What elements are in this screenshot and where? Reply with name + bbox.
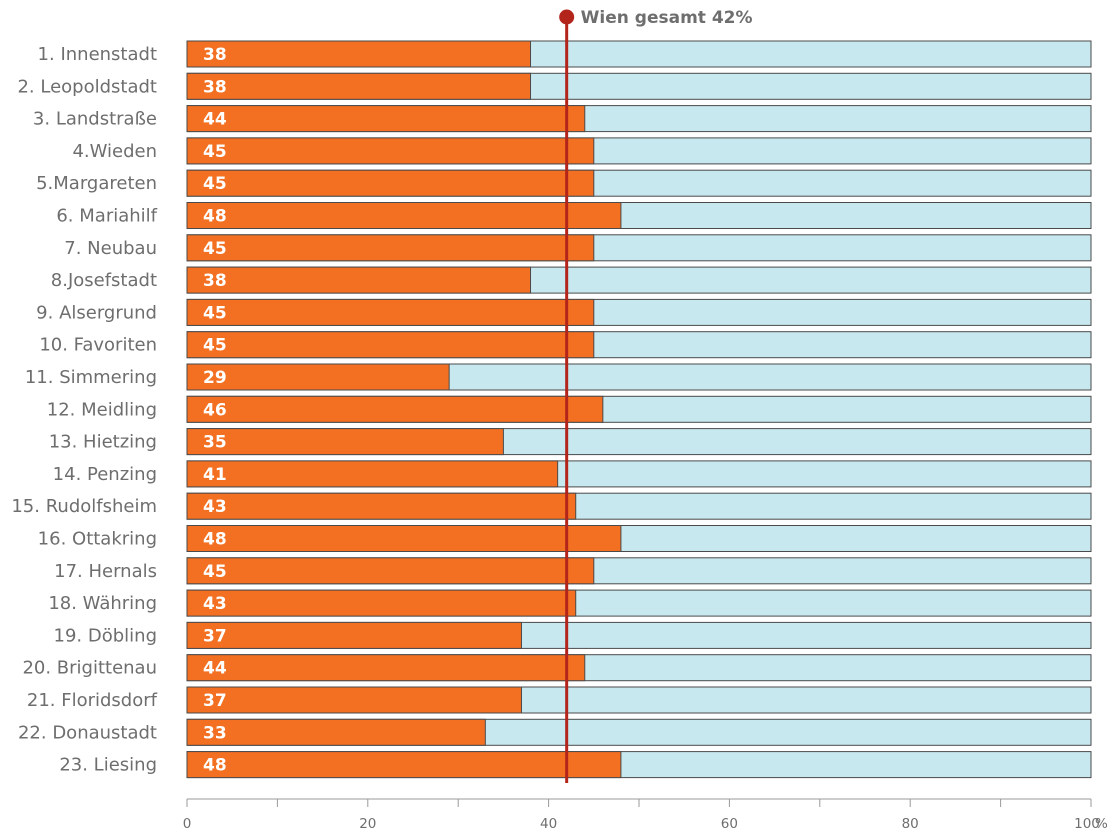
value-bar bbox=[186, 40, 532, 68]
value-bar bbox=[186, 718, 486, 746]
value-bar bbox=[186, 654, 586, 682]
value-label: 48 bbox=[203, 756, 227, 776]
x-axis: 0 20 40 60 80 100% bbox=[183, 798, 1108, 832]
category-label: 7. Neubau bbox=[64, 238, 157, 259]
value-label: 45 bbox=[203, 303, 227, 323]
value-label: 38 bbox=[203, 45, 227, 65]
value-label: 38 bbox=[203, 271, 227, 291]
value-bar bbox=[186, 331, 595, 359]
category-label: 1. Innenstadt bbox=[38, 44, 157, 65]
x-tick-label: 100 bbox=[1074, 816, 1100, 832]
category-label: 3. Landstraße bbox=[33, 109, 157, 130]
category-label: 15. Rudolfsheim bbox=[11, 496, 157, 517]
value-label: 48 bbox=[203, 530, 227, 550]
value-bar bbox=[186, 557, 595, 585]
category-label: 2. Leopoldstadt bbox=[17, 76, 157, 97]
category-label: 13. Hietzing bbox=[49, 432, 157, 453]
value-bar bbox=[186, 72, 532, 100]
value-label: 43 bbox=[203, 497, 227, 517]
value-label: 45 bbox=[203, 336, 227, 356]
category-label: 4.Wieden bbox=[72, 141, 157, 162]
category-label: 22. Donaustadt bbox=[18, 722, 157, 743]
category-label: 9. Alsergrund bbox=[36, 302, 157, 323]
x-unit-label: % bbox=[1095, 816, 1108, 832]
reference-group: Wien gesamt 42% bbox=[559, 8, 753, 783]
value-label: 45 bbox=[203, 562, 227, 582]
value-label: 37 bbox=[203, 626, 227, 646]
value-bar bbox=[186, 460, 559, 488]
value-bar bbox=[186, 266, 532, 294]
value-label: 45 bbox=[203, 142, 227, 162]
value-bar bbox=[186, 428, 504, 456]
bars-group: 1. Innenstadt 38 2. Leopoldstadt 38 3. Lands… bbox=[11, 40, 1092, 779]
x-tick-label: 60 bbox=[721, 816, 738, 832]
value-bar bbox=[186, 363, 450, 391]
value-bar bbox=[186, 105, 586, 133]
value-bar bbox=[186, 169, 595, 197]
value-bar bbox=[186, 298, 595, 326]
category-label: 6. Mariahilf bbox=[56, 206, 157, 227]
value-label: 38 bbox=[203, 77, 227, 97]
value-label: 33 bbox=[203, 723, 227, 743]
value-bar bbox=[186, 234, 595, 262]
x-tick-label: 40 bbox=[540, 816, 557, 832]
value-label: 45 bbox=[203, 239, 227, 259]
value-label: 48 bbox=[203, 207, 227, 227]
value-label: 44 bbox=[203, 659, 227, 679]
category-label: 23. Liesing bbox=[59, 755, 157, 776]
value-label: 44 bbox=[203, 110, 227, 130]
value-bar bbox=[186, 492, 577, 520]
value-label: 41 bbox=[203, 465, 227, 485]
category-label: 14. Penzing bbox=[53, 464, 157, 485]
reference-marker bbox=[559, 9, 575, 25]
x-tick-label: 80 bbox=[902, 816, 919, 832]
value-label: 29 bbox=[203, 368, 227, 388]
value-label: 43 bbox=[203, 594, 227, 614]
value-label: 46 bbox=[203, 400, 227, 420]
category-label: 18. Währing bbox=[48, 593, 157, 614]
x-tick-label: 20 bbox=[359, 816, 376, 832]
category-label: 20. Brigittenau bbox=[22, 658, 157, 679]
category-label: 19. Döbling bbox=[54, 625, 157, 646]
value-bar bbox=[186, 395, 604, 423]
value-label: 45 bbox=[203, 174, 227, 194]
value-bar bbox=[186, 202, 622, 229]
value-bar bbox=[186, 525, 622, 552]
category-label: 17. Hernals bbox=[54, 561, 157, 582]
value-label: 35 bbox=[203, 433, 227, 453]
category-label: 10. Favoriten bbox=[39, 335, 157, 356]
x-tick-label: 0 bbox=[183, 816, 192, 832]
category-label: 12. Meidling bbox=[47, 399, 157, 420]
category-label: 5.Margareten bbox=[36, 173, 157, 194]
value-bar bbox=[186, 751, 622, 779]
category-label: 21. Floridsdorf bbox=[27, 690, 158, 711]
value-bar bbox=[186, 137, 595, 165]
value-bar bbox=[186, 589, 577, 617]
category-label: 16. Ottakring bbox=[38, 529, 157, 550]
reference-label: Wien gesamt 42% bbox=[581, 8, 753, 28]
category-label: 11. Simmering bbox=[25, 367, 157, 388]
value-bar bbox=[186, 621, 522, 649]
value-label: 37 bbox=[203, 691, 227, 711]
category-label: 8.Josefstadt bbox=[51, 270, 157, 291]
value-bar bbox=[186, 686, 522, 714]
